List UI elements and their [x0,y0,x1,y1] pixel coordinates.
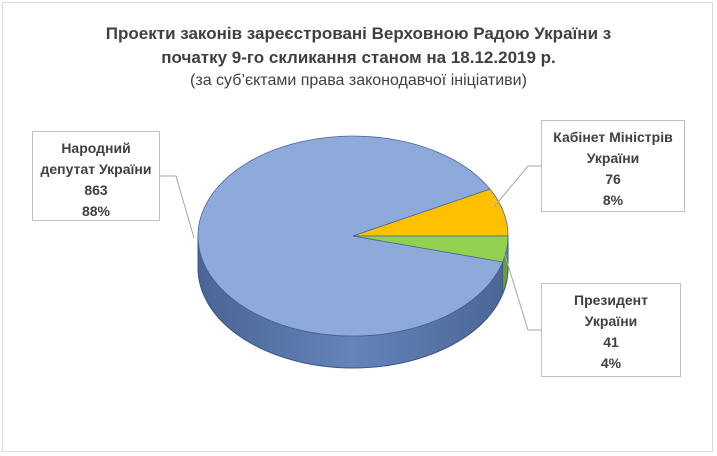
leader-line-deputies [160,175,195,239]
pie-slice-president [352,235,509,263]
data-label-cabinet: Кабінет Міністрів України 76 8% [541,120,685,212]
data-label-cabinet-name-1: Кабінет Міністрів [553,129,673,145]
data-label-president-percent: 4% [600,355,622,371]
title-line-1: Проекти законів зареєстровані Верховною … [105,24,612,43]
data-label-president: Президент України 41 4% [541,283,681,377]
data-label-deputies-percent: 88% [81,203,111,219]
data-label-cabinet-value: 76 [605,171,621,187]
data-label-cabinet-name-2: України [586,150,640,166]
data-label-president-value: 41 [603,334,619,350]
pie-slice-deputies [197,135,504,337]
data-label-president-name-1: Президент [574,292,648,308]
data-label-deputies: Народний депутат України 863 88% [32,131,160,221]
chart-subtitle: (за суб’єктами права законодавчої ініціа… [190,72,527,89]
title-line-2: початку 9-го скликання станом на 18.12.2… [161,48,556,67]
data-label-deputies-value: 863 [84,182,108,198]
data-label-cabinet-percent: 8% [602,192,624,208]
leader-line-president [503,251,541,331]
chart-title: Проекти законів зареєстровані Верховною … [0,22,717,92]
data-label-deputies-name-2: депутат України [40,161,152,177]
data-label-president-name-2: України [584,313,638,329]
leader-line-cabinet [493,165,541,208]
data-label-deputies-name-1: Народний [61,140,131,156]
